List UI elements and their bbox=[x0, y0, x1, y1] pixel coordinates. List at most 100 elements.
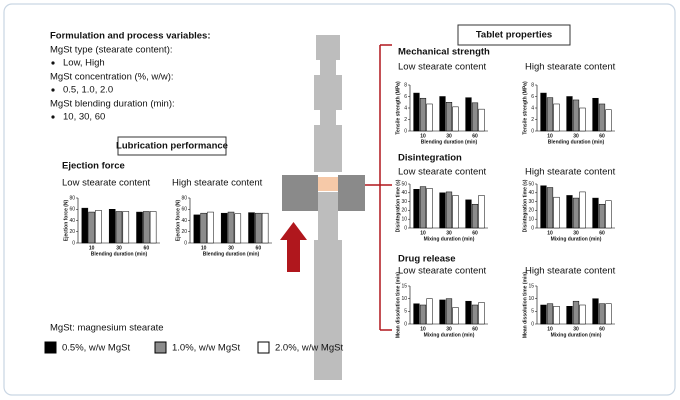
bar bbox=[136, 211, 143, 244]
bar bbox=[605, 200, 612, 229]
x-axis-label: Mixing duration (min) bbox=[424, 236, 475, 242]
bar bbox=[465, 199, 472, 229]
bar bbox=[546, 303, 554, 325]
y-tick-label: 8 bbox=[531, 82, 534, 88]
chart-title: Low stearate content bbox=[398, 167, 487, 178]
y-tick-label: 0 bbox=[404, 225, 407, 231]
x-tick-label: 10 bbox=[547, 230, 553, 236]
bar bbox=[426, 188, 433, 229]
y-tick-label: 0 bbox=[404, 128, 407, 134]
y-axis-label: Tensile strength (MPa) bbox=[522, 81, 528, 135]
x-tick-label: 30 bbox=[446, 230, 452, 236]
x-axis-label: Mixing duration (min) bbox=[551, 236, 602, 242]
bar bbox=[445, 298, 453, 325]
y-tick-label: 6 bbox=[404, 94, 407, 100]
x-axis-label: Mixing duration (min) bbox=[551, 332, 602, 338]
bar bbox=[471, 203, 479, 229]
y-tick-label: 4 bbox=[531, 105, 534, 111]
bar bbox=[471, 102, 479, 132]
bar bbox=[592, 298, 599, 325]
legend: 0.5%, w/w MgSt 1.0%, w/w MgSt 2.0%, w/w Mg… bbox=[44, 341, 343, 354]
bar bbox=[452, 307, 459, 325]
bar bbox=[478, 195, 485, 229]
x-axis-label: Blending duration (min) bbox=[203, 251, 260, 257]
y-axis-label: Mean dissolution time (min) bbox=[522, 272, 528, 338]
section-title: Mechanical strength bbox=[398, 47, 490, 58]
bar bbox=[598, 203, 606, 229]
punch-diagram bbox=[280, 35, 392, 380]
bar bbox=[452, 106, 459, 132]
x-tick-label: 10 bbox=[420, 326, 426, 332]
chart-title: Low stearate content bbox=[398, 266, 487, 277]
bar bbox=[478, 302, 485, 325]
x-tick-label: 60 bbox=[599, 230, 605, 236]
y-axis-label: Mean dissolution time (min) bbox=[395, 272, 401, 338]
bar bbox=[546, 187, 554, 229]
x-tick-label: 10 bbox=[420, 230, 426, 236]
bar bbox=[540, 92, 547, 132]
bar bbox=[572, 197, 580, 229]
bar bbox=[439, 192, 446, 229]
chart-title: High stearate content bbox=[525, 266, 616, 277]
bar bbox=[465, 300, 472, 325]
bar bbox=[115, 211, 123, 244]
y-tick-label: 20 bbox=[528, 208, 534, 214]
box-label: Lubrication performance bbox=[116, 141, 228, 152]
bar bbox=[419, 186, 427, 229]
chart-title: High stearate content bbox=[525, 62, 616, 73]
box bbox=[117, 136, 227, 156]
x-tick-label: 30 bbox=[573, 326, 579, 332]
bar bbox=[546, 97, 554, 132]
y-tick-label: 50 bbox=[401, 181, 407, 187]
y-tick-label: 10 bbox=[528, 296, 534, 302]
variable-heading: MgSt type (stearate content): bbox=[50, 45, 173, 56]
bar bbox=[465, 97, 472, 132]
variable-value: 10, 30, 60 bbox=[63, 112, 105, 123]
y-tick-label: 80 bbox=[69, 195, 75, 201]
y-tick-label: 40 bbox=[69, 218, 75, 224]
x-tick-label: 10 bbox=[420, 133, 426, 139]
y-axis-label: Ejection force (N) bbox=[175, 199, 181, 241]
x-tick-label: 30 bbox=[573, 230, 579, 236]
y-tick-label: 0 bbox=[184, 240, 187, 246]
x-tick-label: 60 bbox=[599, 133, 605, 139]
y-tick-label: 5 bbox=[531, 309, 534, 315]
bar bbox=[108, 209, 116, 244]
variables-title: Formulation and process variables: bbox=[50, 31, 211, 42]
y-tick-label: 15 bbox=[401, 283, 407, 289]
x-tick-label: 30 bbox=[116, 245, 122, 251]
y-tick-label: 15 bbox=[528, 283, 534, 289]
y-axis-label: Disintegration time (s) bbox=[522, 179, 528, 232]
y-tick-label: 40 bbox=[401, 190, 407, 196]
x-tick-label: 10 bbox=[201, 245, 207, 251]
bar bbox=[426, 103, 433, 132]
bar bbox=[419, 97, 427, 132]
bar bbox=[143, 211, 150, 244]
y-axis-label: Disintegration time (s) bbox=[395, 179, 401, 232]
legend-label: 1.0%, w/w MgSt bbox=[172, 343, 240, 354]
y-tick-label: 40 bbox=[181, 218, 187, 224]
chart-title: Low stearate content bbox=[398, 62, 487, 73]
x-tick-label: 60 bbox=[472, 133, 478, 139]
bar bbox=[598, 103, 606, 132]
y-tick-label: 10 bbox=[401, 217, 407, 223]
bar bbox=[598, 303, 606, 325]
bar bbox=[445, 102, 453, 132]
bar bbox=[439, 299, 446, 325]
legend-label: 2.0%, w/w MgSt bbox=[275, 343, 343, 354]
bar bbox=[413, 92, 420, 132]
bar bbox=[122, 211, 130, 244]
bar bbox=[579, 304, 586, 325]
bar bbox=[227, 211, 235, 244]
bar bbox=[566, 96, 573, 132]
y-tick-label: 80 bbox=[181, 195, 187, 201]
bullet bbox=[51, 115, 55, 119]
bar bbox=[540, 185, 547, 229]
y-tick-label: 40 bbox=[528, 190, 534, 196]
x-tick-label: 10 bbox=[547, 326, 553, 332]
x-tick-label: 10 bbox=[89, 245, 95, 251]
bar bbox=[426, 298, 433, 325]
bar bbox=[193, 214, 201, 244]
y-tick-label: 60 bbox=[69, 207, 75, 213]
box bbox=[457, 24, 571, 46]
